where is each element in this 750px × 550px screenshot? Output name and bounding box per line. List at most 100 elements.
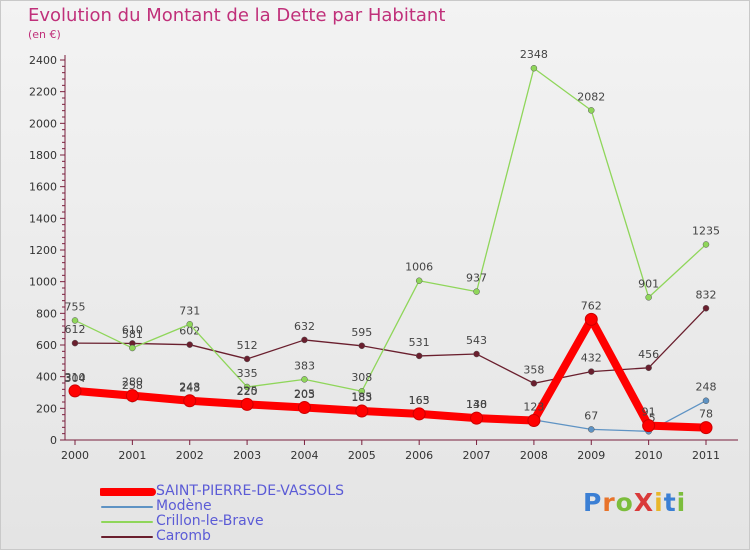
data-point [470, 411, 484, 425]
data-label: 310 [65, 371, 86, 384]
data-point [412, 407, 426, 421]
data-label: 762 [581, 299, 602, 312]
data-label: 183 [351, 391, 372, 404]
data-point [297, 401, 311, 415]
data-point [243, 355, 251, 363]
y-tick-label: 1400 [29, 212, 57, 225]
logo-letter: i [676, 488, 687, 517]
y-tick-label: 800 [36, 307, 57, 320]
data-point [240, 397, 254, 411]
x-tick-label: 2004 [290, 449, 318, 462]
data-point [186, 341, 193, 348]
data-point [415, 277, 423, 284]
data-label: 203 [294, 388, 315, 401]
data-point [243, 383, 251, 391]
data-point [415, 352, 423, 360]
x-tick-label: 2011 [692, 449, 720, 462]
x-tick-label: 2007 [463, 449, 491, 462]
logo-letter: X [633, 488, 655, 517]
data-point [699, 421, 713, 435]
data-label: 243 [179, 382, 200, 395]
series-line [74, 67, 707, 392]
logo-letter: i [654, 488, 664, 517]
data-point [129, 344, 136, 352]
data-point [186, 321, 193, 328]
data-label: 731 [179, 304, 200, 317]
data-point [588, 107, 595, 114]
data-label: 248 [179, 381, 200, 394]
data-label: 1006 [405, 261, 433, 274]
data-label: 280 [122, 376, 143, 389]
data-point [702, 241, 710, 248]
data-label: 1235 [692, 224, 720, 237]
data-point [473, 288, 480, 295]
data-label: 610 [122, 323, 143, 336]
legend-label: Modène [156, 498, 212, 514]
data-label: 258 [122, 379, 143, 392]
y-tick-label: 1600 [29, 181, 57, 194]
x-tick-label: 2000 [61, 449, 89, 462]
data-label: 531 [409, 336, 430, 349]
data-point [530, 380, 538, 387]
y-tick-label: 1200 [29, 244, 57, 257]
data-point [473, 350, 480, 358]
x-tick-label: 2001 [118, 449, 146, 462]
legend-label: SAINT-PIERRE-DE-VASSOLS [156, 483, 345, 499]
data-point [642, 419, 656, 433]
data-point [355, 404, 369, 418]
data-label: 383 [294, 359, 315, 372]
data-point [71, 317, 79, 324]
data-label: 755 [65, 300, 86, 313]
y-tick-label: 400 [36, 371, 57, 384]
y-tick-label: 2000 [29, 117, 57, 130]
data-point [584, 312, 598, 326]
data-point [358, 387, 366, 395]
data-point [588, 368, 595, 375]
data-label: 165 [409, 394, 430, 407]
data-label: 225 [237, 384, 258, 397]
x-tick-label: 2010 [635, 449, 663, 462]
y-tick-label: 600 [36, 339, 57, 352]
data-label: 595 [351, 326, 372, 339]
data-label: 612 [65, 323, 86, 336]
data-point [530, 64, 538, 72]
data-label: 248 [696, 381, 717, 394]
x-tick-label: 2006 [405, 449, 433, 462]
data-label: 91 [642, 406, 656, 419]
legend-swatch [100, 488, 156, 496]
legend-swatch [101, 521, 153, 523]
logo-letter: t [663, 488, 677, 517]
data-point [125, 389, 139, 403]
data-label: 581 [122, 328, 143, 341]
data-label: 2082 [577, 90, 605, 103]
y-tick-label: 1000 [29, 276, 57, 289]
data-label: 123 [523, 401, 544, 414]
data-label: 163 [409, 394, 430, 407]
data-label: 78 [699, 408, 713, 421]
data-label: 832 [696, 288, 717, 301]
x-tick-label: 2005 [348, 449, 376, 462]
logo-letter: P [583, 488, 603, 517]
data-label: 185 [351, 391, 372, 404]
data-label: 901 [638, 277, 659, 290]
data-label: 335 [237, 367, 258, 380]
data-label: 543 [466, 334, 487, 347]
chart-unit-label: (en €) [28, 28, 61, 41]
data-point [702, 397, 710, 404]
logo-letter: o [615, 488, 634, 517]
data-label: 304 [65, 372, 86, 385]
data-point [71, 339, 79, 347]
data-label: 138 [466, 398, 487, 411]
series-line [71, 315, 710, 432]
data-point [645, 294, 652, 301]
y-tick-label: 200 [36, 402, 57, 415]
logo-letter: r [602, 488, 616, 517]
data-point [358, 342, 366, 350]
x-tick-label: 2009 [577, 449, 605, 462]
x-tick-label: 2003 [233, 449, 261, 462]
legend-swatch [101, 536, 153, 538]
series-line [74, 307, 707, 384]
data-label: 937 [466, 272, 487, 285]
data-point [68, 384, 82, 398]
